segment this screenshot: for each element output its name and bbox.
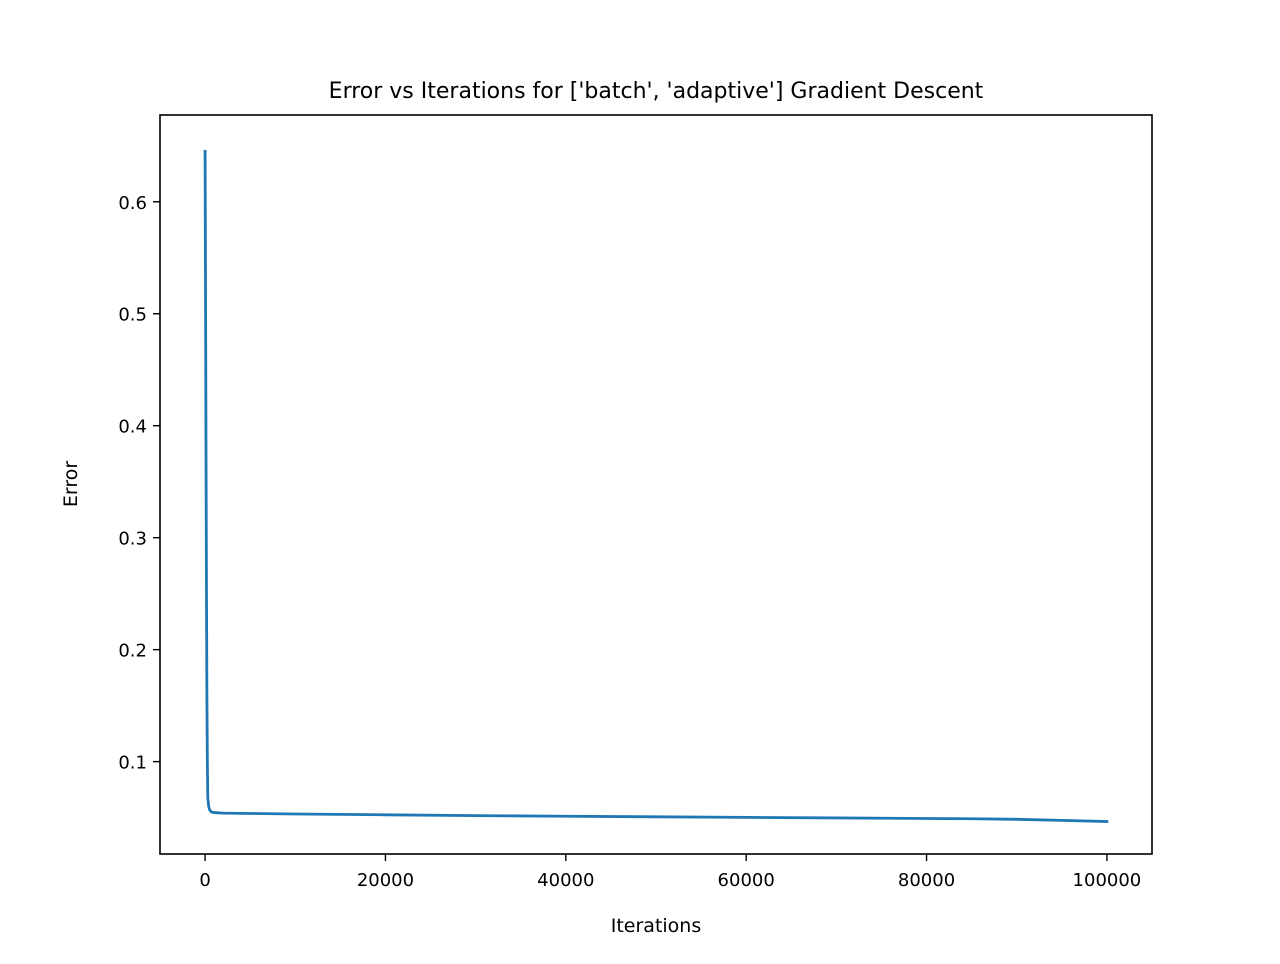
x-tick-label: 40000	[537, 870, 594, 891]
y-tick-label: 0.3	[118, 529, 147, 550]
y-tick-label: 0.6	[118, 193, 147, 214]
plot-area: 0 20000 40000 60000 80000 100000 0.1 0.2 0.3 0.4 0…	[118, 114, 1153, 891]
x-tick-label: 20000	[357, 870, 414, 891]
y-axis-label: Error	[60, 461, 82, 508]
x-tick-label: 60000	[718, 870, 775, 891]
y-tick-label: 0.4	[118, 417, 147, 438]
x-axis-label: Iterations	[611, 915, 702, 937]
y-tick-label: 0.2	[118, 641, 147, 662]
x-tick-label: 0	[199, 870, 210, 891]
x-tick-label: 100000	[1073, 870, 1142, 891]
y-tick-label: 0.5	[118, 305, 147, 326]
chart-title: Error vs Iterations for ['batch', 'adapt…	[329, 79, 984, 104]
series-line-0	[203, 149, 1109, 823]
axes-frame	[159, 114, 1153, 855]
y-tick-label: 0.1	[118, 753, 147, 774]
x-tick-label: 80000	[898, 870, 955, 891]
